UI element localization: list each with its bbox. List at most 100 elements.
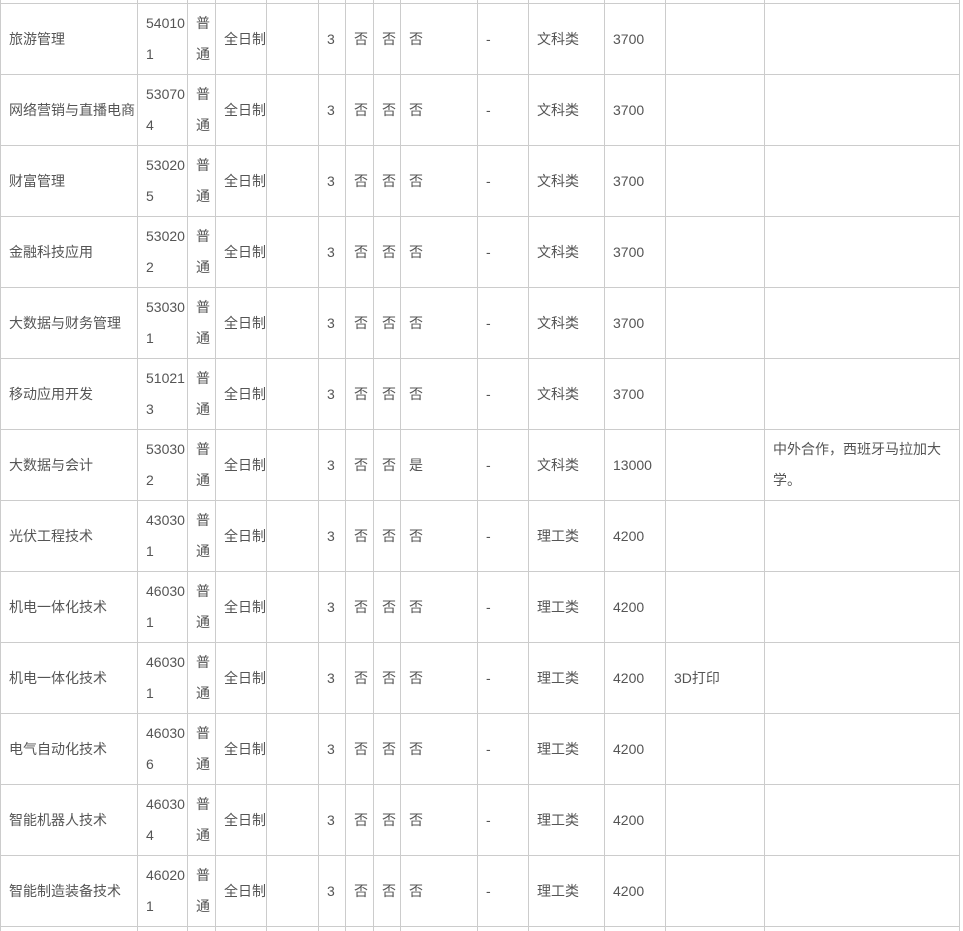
empty-cell <box>0 926 138 931</box>
flag1-cell: 否 <box>345 571 374 643</box>
schooling-cell: 全日制 <box>215 855 267 927</box>
major-name-cell: 机电一体化技术 <box>0 642 138 714</box>
direction-cell <box>665 216 765 288</box>
empty-cell <box>266 3 319 75</box>
major-code-cell-line: 4 <box>146 117 154 133</box>
major-code-cell: 51021 3 <box>137 358 188 430</box>
duration-cell: 3 <box>318 855 346 927</box>
major-code-cell: 43030 1 <box>137 500 188 572</box>
table-row: 光伏工程技术 43030 1 普通全日制 3 否否否 - 理工类 4200 <box>0 500 960 572</box>
flag3-cell: 否 <box>400 216 478 288</box>
duration-cell: 3 <box>318 74 346 146</box>
major-code-cell-line: 53030 <box>146 299 185 315</box>
type-cell: 普通 <box>187 429 216 501</box>
type-cell: 普通 <box>187 216 216 288</box>
type-cell-line: 通 <box>196 46 210 62</box>
note-cell <box>764 145 960 217</box>
category-cell: 文科类 <box>528 429 605 501</box>
type-cell: 普通 <box>187 3 216 75</box>
duration-cell: 3 <box>318 642 346 714</box>
major-code-cell: 46030 4 <box>137 784 188 856</box>
flag3-cell: 否 <box>400 3 478 75</box>
table-row: 智能机器人技术 46030 4 普通全日制 3 否否否 - 理工类 4200 <box>0 784 960 856</box>
major-code-cell-line: 43030 <box>146 512 185 528</box>
duration-cell: 3 <box>318 571 346 643</box>
table-row: 财富管理 53020 5 普通全日制 3 否否否 - 文科类 3700 <box>0 145 960 217</box>
type-cell-line: 通 <box>196 330 210 346</box>
major-code-cell: 46020 1 <box>137 855 188 927</box>
empty-cell <box>266 358 319 430</box>
flag1-cell: 否 <box>345 784 374 856</box>
type-cell-line: 普 <box>196 583 210 599</box>
direction-cell <box>665 429 765 501</box>
flag1-cell: 否 <box>345 74 374 146</box>
schooling-cell: 全日制 <box>215 287 267 359</box>
note-cell <box>764 287 960 359</box>
schooling-cell: 全日制 <box>215 216 267 288</box>
empty-cell <box>266 216 319 288</box>
fee-cell: 4200 <box>604 713 666 785</box>
dash-cell: - <box>477 145 529 217</box>
category-cell: 文科类 <box>528 3 605 75</box>
flag1-cell: 否 <box>345 216 374 288</box>
major-code-cell-line: 1 <box>146 614 154 630</box>
flag3-cell: 否 <box>400 145 478 217</box>
empty-cell <box>266 713 319 785</box>
major-code-cell-line: 1 <box>146 685 154 701</box>
direction-cell <box>665 713 765 785</box>
flag2-cell: 否 <box>373 642 401 714</box>
schooling-cell: 全日制 <box>215 429 267 501</box>
flag2-cell: 否 <box>373 784 401 856</box>
major-code-cell-line: 4 <box>146 827 154 843</box>
schooling-cell: 全日制 <box>215 642 267 714</box>
major-name-cell: 大数据与会计 <box>0 429 138 501</box>
major-code-cell-line: 53030 <box>146 441 185 457</box>
type-cell-line: 通 <box>196 827 210 843</box>
duration-cell: 3 <box>318 216 346 288</box>
table-row: 机电一体化技术 46030 1 普通全日制 3 否否否 - 理工类 4200 <box>0 571 960 643</box>
dash-cell: - <box>477 713 529 785</box>
empty-cell <box>266 926 319 931</box>
major-code-cell: 53020 2 <box>137 216 188 288</box>
fee-cell: 4200 <box>604 855 666 927</box>
type-cell-line: 通 <box>196 259 210 275</box>
type-cell-line: 普 <box>196 370 210 386</box>
type-cell: 普通 <box>187 571 216 643</box>
empty-cell <box>266 145 319 217</box>
schooling-cell: 全日制 <box>215 784 267 856</box>
fee-cell: 4200 <box>604 571 666 643</box>
major-code-cell-line: 54010 <box>146 15 185 31</box>
major-code-cell-line: 5 <box>146 188 154 204</box>
major-name-cell: 光伏工程技术 <box>0 500 138 572</box>
note-cell <box>764 784 960 856</box>
schooling-cell: 全日制 <box>215 713 267 785</box>
category-cell: 文科类 <box>528 145 605 217</box>
direction-cell <box>665 287 765 359</box>
major-name-cell: 网络营销与直播电商 <box>0 74 138 146</box>
flag3-cell: 否 <box>400 500 478 572</box>
type-cell-line: 普 <box>196 86 210 102</box>
flag2-cell: 否 <box>373 216 401 288</box>
fee-cell: 4200 <box>604 642 666 714</box>
direction-cell: 3D打印 <box>665 642 765 714</box>
type-cell-line: 通 <box>196 614 210 630</box>
table-row: 智能制造装备技术 46020 1 普通全日制 3 否否否 - 理工类 4200 <box>0 855 960 927</box>
type-cell-line: 普 <box>196 867 210 883</box>
major-code-cell-line: 46030 <box>146 725 185 741</box>
flag1-cell: 否 <box>345 642 374 714</box>
direction-cell <box>665 571 765 643</box>
type-cell-line: 普 <box>196 157 210 173</box>
flag1-cell: 否 <box>345 713 374 785</box>
flag2-cell: 否 <box>373 145 401 217</box>
partial-row-bottom <box>0 926 960 931</box>
empty-cell <box>266 429 319 501</box>
fee-cell: 3700 <box>604 216 666 288</box>
major-code-cell-line: 3 <box>146 401 154 417</box>
fee-cell: 3700 <box>604 74 666 146</box>
empty-cell <box>528 926 605 931</box>
dash-cell: - <box>477 500 529 572</box>
major-code-cell-line: 6 <box>146 756 154 772</box>
dash-cell: - <box>477 429 529 501</box>
